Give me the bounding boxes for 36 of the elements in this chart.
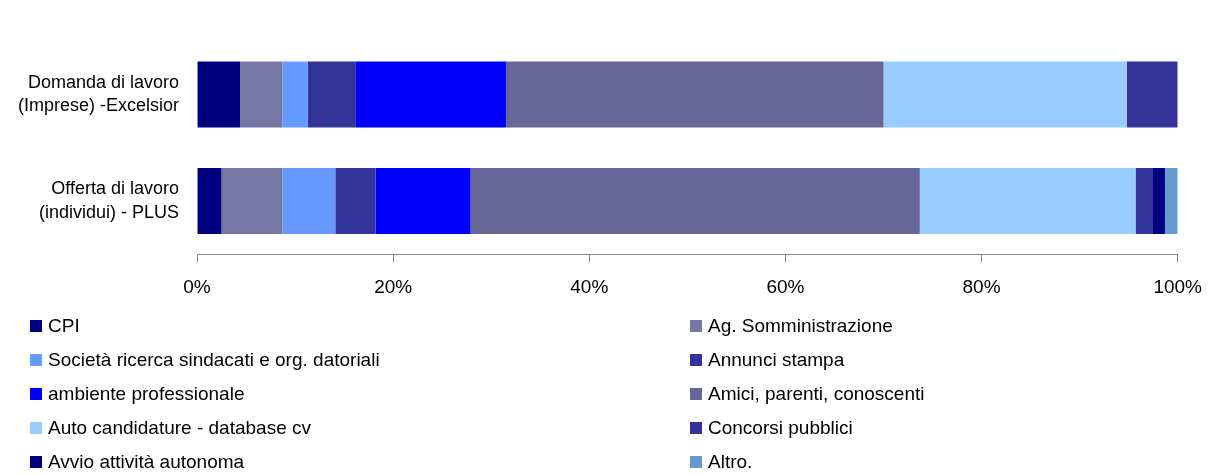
y-tick-label: Domanda di lavoro (Imprese) -Excelsior xyxy=(17,71,180,116)
bar xyxy=(1135,168,1153,234)
bar xyxy=(221,168,283,234)
x-tick-label: 0% xyxy=(183,275,211,297)
x-tick-label: 80% xyxy=(962,275,1001,297)
bar xyxy=(505,61,884,128)
bar xyxy=(282,61,308,128)
legend-label: Amici, parenti, conoscenti xyxy=(708,383,925,405)
bar xyxy=(240,61,283,128)
legend-label: Annunci stampa xyxy=(708,349,845,371)
bar xyxy=(335,168,376,234)
legend-label: Auto candidature - database cv xyxy=(48,417,312,439)
x-tick-label: 100% xyxy=(1153,275,1203,297)
legend-label: Società ricerca sindacati e org. datoriali xyxy=(48,349,380,371)
bar xyxy=(1152,168,1165,234)
legend-label: Avvio attività autonoma xyxy=(48,451,245,473)
bar xyxy=(470,168,920,234)
x-tick-label: 20% xyxy=(374,275,413,297)
legend-label: ambiente professionale xyxy=(48,383,245,405)
bar xyxy=(883,61,1127,128)
bar xyxy=(197,61,241,128)
bar xyxy=(1164,168,1178,234)
legend-label: CPI xyxy=(48,315,80,337)
x-tick-label: 40% xyxy=(570,275,609,297)
bar xyxy=(355,61,506,128)
legend-label: Concorsi pubblici xyxy=(708,417,853,439)
legend-label: Ag. Somministrazione xyxy=(708,315,893,337)
bar xyxy=(197,168,222,234)
x-tick-label: 60% xyxy=(766,275,805,297)
bar xyxy=(1126,61,1178,128)
bar xyxy=(375,168,471,234)
bar xyxy=(307,61,356,128)
bar xyxy=(919,168,1136,234)
legend-label: Altro. xyxy=(708,451,753,473)
bar xyxy=(282,168,336,234)
y-tick-label: Offerta di lavoro (individui) - PLUS xyxy=(38,178,180,222)
